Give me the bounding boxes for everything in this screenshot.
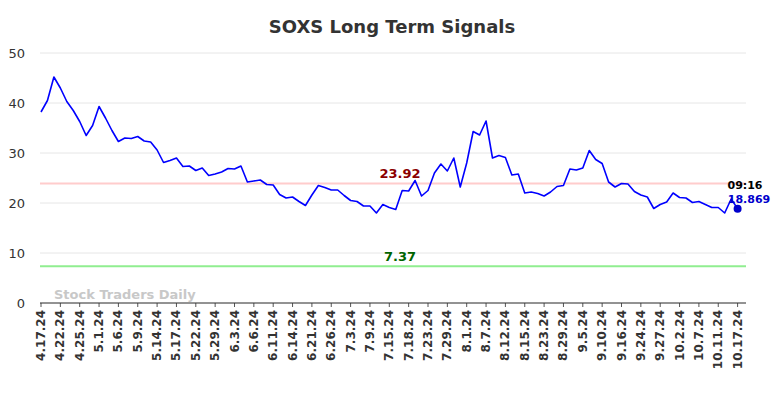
x-tick xyxy=(253,303,254,307)
x-tick-label: 6.21.24 xyxy=(305,310,319,361)
x-tick-label: 8.7.24 xyxy=(479,310,493,353)
signal-line xyxy=(40,265,746,267)
x-tick-label: 9.5.24 xyxy=(576,310,590,353)
x-tick-label: 4.25.24 xyxy=(73,310,87,361)
x-tick-label: 7.9.24 xyxy=(363,310,377,353)
x-tick-label: 4.22.24 xyxy=(53,310,67,361)
x-tick xyxy=(505,303,506,307)
chart: SOXS Long Term Signals 0 10 20 30 40 50 4.17.24… xyxy=(0,0,784,398)
signal-label: 23.92 xyxy=(379,166,420,181)
x-tick-label: 6.6.24 xyxy=(247,310,261,353)
y-tick-label: 20 xyxy=(8,196,25,211)
y-tick-label: 40 xyxy=(8,96,25,111)
x-tick-label: 8.15.24 xyxy=(518,310,532,361)
x-tick xyxy=(369,303,370,307)
x-tick xyxy=(350,303,351,307)
x-tick xyxy=(428,303,429,307)
x-tick xyxy=(563,303,564,307)
x-tick xyxy=(466,303,467,307)
x-tick-label: 7.23.24 xyxy=(421,310,435,361)
x-tick-label: 7.18.24 xyxy=(402,310,416,361)
x-tick xyxy=(118,303,119,307)
x-axis xyxy=(40,303,746,304)
x-tick-label: 9.16.24 xyxy=(615,310,629,361)
signal-line xyxy=(40,182,746,184)
x-tick xyxy=(524,303,525,307)
x-tick xyxy=(195,303,196,307)
x-tick-label: 5.9.24 xyxy=(131,310,145,353)
x-tick xyxy=(215,303,216,307)
x-tick-label: 5.29.24 xyxy=(208,310,222,361)
x-tick xyxy=(486,303,487,307)
x-tick xyxy=(99,303,100,307)
x-tick xyxy=(602,303,603,307)
x-tick xyxy=(389,303,390,307)
x-tick-label: 7.3.24 xyxy=(344,310,358,353)
y-tick-label: 0 xyxy=(17,296,25,311)
x-tick-label: 4.17.24 xyxy=(34,310,48,361)
x-tick xyxy=(544,303,545,307)
grid-line xyxy=(40,53,746,54)
x-tick-label: 9.27.24 xyxy=(653,310,667,361)
x-tick xyxy=(698,303,699,307)
x-tick-label: 5.22.24 xyxy=(189,310,203,361)
x-tick xyxy=(640,303,641,307)
x-tick xyxy=(176,303,177,307)
y-tick-label: 30 xyxy=(8,146,25,161)
price-line xyxy=(41,77,738,213)
watermark: Stock Traders Daily xyxy=(54,287,196,302)
x-tick xyxy=(679,303,680,307)
x-tick xyxy=(292,303,293,307)
x-tick-label: 8.23.24 xyxy=(537,310,551,361)
x-tick-label: 9.24.24 xyxy=(634,310,648,361)
x-tick xyxy=(621,303,622,307)
x-tick xyxy=(737,303,738,307)
grid-line xyxy=(40,153,746,154)
x-tick xyxy=(660,303,661,307)
x-tick-label: 5.17.24 xyxy=(169,310,183,361)
x-tick xyxy=(331,303,332,307)
x-tick-label: 5.14.24 xyxy=(150,310,164,361)
x-tick-label: 10.11.24 xyxy=(711,310,725,369)
x-tick xyxy=(79,303,80,307)
x-tick-label: 8.12.24 xyxy=(498,310,512,361)
x-tick xyxy=(273,303,274,307)
x-tick-label: 10.7.24 xyxy=(692,310,706,361)
x-tick-label: 9.10.24 xyxy=(595,310,609,361)
y-tick-label: 50 xyxy=(8,46,25,61)
x-tick xyxy=(137,303,138,307)
x-tick xyxy=(408,303,409,307)
x-tick xyxy=(234,303,235,307)
x-tick xyxy=(718,303,719,307)
x-tick-label: 6.14.24 xyxy=(286,310,300,361)
signal-label: 7.37 xyxy=(384,249,416,264)
plot-area xyxy=(40,77,746,266)
grid-line xyxy=(40,203,746,204)
x-tick-label: 6.3.24 xyxy=(228,310,242,353)
x-tick xyxy=(41,303,42,307)
x-tick-label: 7.29.24 xyxy=(440,310,454,361)
title: SOXS Long Term Signals xyxy=(269,16,515,37)
x-tick-label: 6.11.24 xyxy=(266,310,280,361)
x-tick xyxy=(60,303,61,307)
y-tick-label: 10 xyxy=(8,246,25,261)
x-tick-label: 10.2.24 xyxy=(673,310,687,361)
grid-line xyxy=(40,103,746,104)
x-tick xyxy=(311,303,312,307)
x-tick-label: 6.26.24 xyxy=(324,310,338,361)
x-tick-label: 5.1.24 xyxy=(92,310,106,353)
last-value: 18.869 xyxy=(728,193,770,206)
x-tick-label: 5.6.24 xyxy=(111,310,125,353)
x-tick-label: 10.17.24 xyxy=(731,310,745,369)
x-tick xyxy=(447,303,448,307)
x-tick xyxy=(582,303,583,307)
x-tick-label: 8.29.24 xyxy=(556,310,570,361)
x-tick-label: 8.1.24 xyxy=(460,310,474,353)
x-tick-label: 7.15.24 xyxy=(382,310,396,361)
grid-line xyxy=(40,303,746,304)
x-tick xyxy=(157,303,158,307)
last-point xyxy=(734,205,742,213)
last-time: 09:16 xyxy=(727,179,762,192)
